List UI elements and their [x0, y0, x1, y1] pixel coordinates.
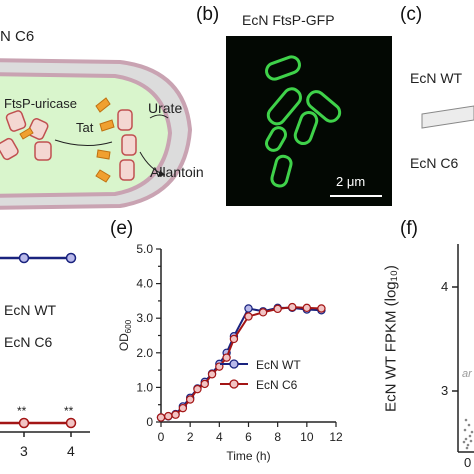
data-point-c6: [164, 411, 173, 421]
data-point-c6: [207, 370, 217, 379]
y-axis-label: OD600: [117, 319, 133, 351]
label-tat: Tat: [76, 120, 94, 135]
y-tick-label: 2.0: [136, 346, 153, 360]
tat-transporters: [19, 97, 115, 183]
uricase-proteins: [0, 109, 137, 181]
panel-f-xtick: 0: [464, 455, 472, 470]
x-tick-label: 0: [158, 430, 165, 444]
panel-d-legend-c6: EcN C6: [4, 334, 53, 350]
data-point-c6: [288, 302, 297, 312]
legend-marker-c6: [229, 379, 239, 389]
panel-c-label-wt: EcN WT: [410, 70, 463, 86]
panel-d-annotation-1: **: [17, 404, 27, 418]
y-tick-label: 3.0: [136, 311, 153, 325]
gfp-cells: [265, 55, 382, 197]
data-point-c6: [244, 312, 253, 321]
panel-d-xtick-3: 3: [20, 443, 28, 459]
y-tick-label: 0: [146, 415, 153, 429]
panel-f-ylabel: EcN WT FPKM (log₁₀): [382, 265, 400, 412]
panel-a: N C6 FtsP-uricase Tat Urate Allantoin: [0, 0, 205, 215]
data-point-c6: [317, 304, 326, 313]
y-tick-label: 4.0: [136, 277, 153, 291]
panel-d-legend-wt: EcN WT: [4, 302, 57, 318]
panel-c-gel-band: [421, 105, 474, 129]
x-tick-label: 8: [274, 430, 281, 444]
data-point-c6: [273, 304, 282, 314]
data-point-c6: [185, 395, 195, 404]
growth-curve-chart: 0 1.0 2.0 3.0 4.0 5.0 0 2 4 6 8 10 12 Time (h) OD600 Ec…: [117, 242, 343, 463]
x-tick-label: 12: [329, 430, 343, 444]
y-tick-label: 5.0: [136, 242, 153, 256]
legend-label-c6: EcN C6: [256, 378, 298, 392]
panel-d-annotation-2: **: [64, 404, 74, 418]
panel-d-xtick-4: 4: [67, 443, 75, 459]
microscopy-image: 2 μm: [226, 36, 392, 206]
panel-e-letter: (e): [110, 218, 134, 239]
data-point-c6: [156, 413, 166, 422]
panel-c-label-c6: EcN C6: [410, 155, 459, 171]
data-point-c6: [222, 353, 231, 362]
panel-f-scatter: [462, 418, 474, 450]
x-tick-label: 2: [187, 430, 194, 444]
data-point-c6: [200, 379, 209, 389]
data-point-c6: [193, 384, 202, 394]
scale-bar-label: 2 μm: [336, 174, 366, 189]
panel-b-letter: (b): [196, 4, 220, 25]
label-allantoin: Allantoin: [150, 164, 204, 180]
urate-arrow: [149, 114, 169, 119]
label-urate: Urate: [148, 100, 183, 116]
panel-b-title: EcN FtsP-GFP: [242, 12, 335, 28]
x-tick-label: 4: [216, 430, 223, 444]
cell-schematic: [0, 58, 193, 210]
x-tick-label: 6: [245, 430, 252, 444]
data-point-wt: [244, 304, 253, 313]
label-ftsp-uricase: FtsP-uricase: [4, 96, 77, 111]
panel-f-ytick-4: 4: [441, 279, 449, 294]
y-tick-label: 1.0: [136, 380, 153, 394]
data-point-c6: [178, 403, 188, 413]
data-point-c6: [302, 303, 312, 313]
panel-d-chart: [0, 252, 90, 437]
legend-marker-wt: [229, 359, 239, 369]
data-point-c6: [258, 308, 268, 317]
panel-f-faint-label: ar: [462, 368, 472, 380]
x-tick-label: 10: [300, 430, 314, 444]
panel-f-letter: (f): [400, 218, 418, 239]
panel-c-letter: (c): [400, 4, 423, 25]
data-point-c6: [229, 334, 239, 344]
x-axis-label: Time (h): [226, 449, 270, 463]
data-point-c6: [171, 410, 180, 419]
panel-f-axes: [452, 244, 474, 453]
transport-arrow: [54, 139, 113, 146]
legend-label-wt: EcN WT: [256, 358, 301, 372]
panel-f-ytick-3: 3: [441, 383, 449, 398]
panel-a-title: N C6: [0, 28, 35, 45]
